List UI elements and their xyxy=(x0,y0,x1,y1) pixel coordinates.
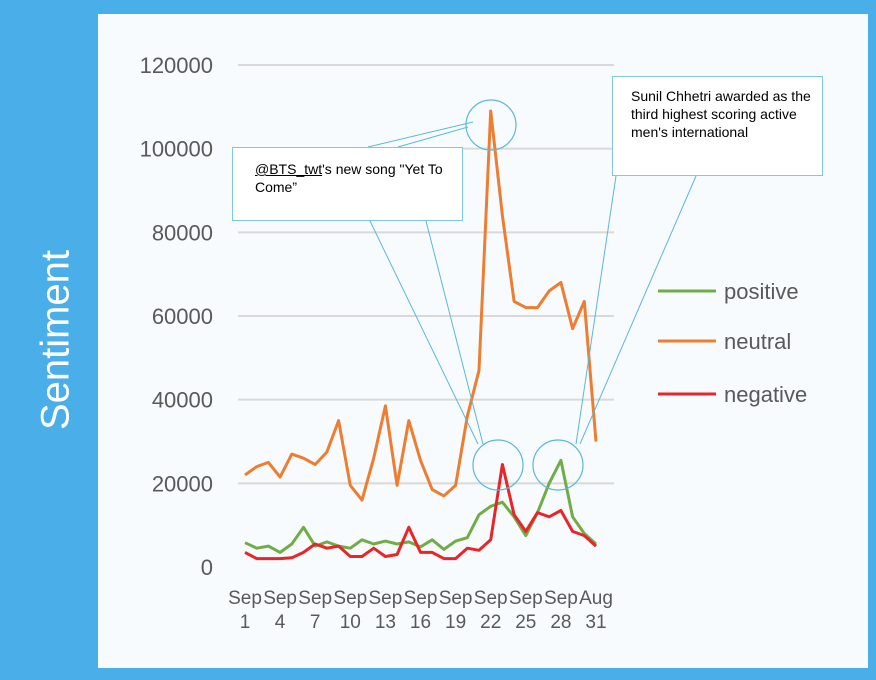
callout-pointer-line xyxy=(579,175,697,445)
x-tick-label-month: Sep xyxy=(368,588,402,609)
callout-pointer-line xyxy=(369,220,479,445)
x-tick-label-month: Aug xyxy=(579,588,613,609)
callout-bts-song: @BTS_twt's new song "Yet To Come” xyxy=(232,147,463,221)
y-tick-label: 40000 xyxy=(152,388,213,413)
legend-label-neutral: neutral xyxy=(724,329,791,354)
annotation-circle-peak xyxy=(465,99,517,151)
x-tick-label-day: 10 xyxy=(340,612,361,633)
x-tick-label-month: Sep xyxy=(544,588,578,609)
y-tick-label: 80000 xyxy=(152,220,213,245)
y-axis-title-band: Sentiment xyxy=(0,0,98,680)
x-tick-label-month: Sep xyxy=(263,588,297,609)
x-tick-label-day: 4 xyxy=(275,612,286,633)
callout-bts-handle: @BTS_twt xyxy=(255,161,323,177)
annotation-circle-sep22 xyxy=(472,439,524,491)
x-tick-label-month: Sep xyxy=(333,588,367,609)
x-tick-label-day: 19 xyxy=(445,612,466,633)
legend-label-negative: negative xyxy=(724,382,807,407)
y-axis-title: Sentiment xyxy=(33,249,78,431)
y-tick-label: 100000 xyxy=(140,137,213,162)
x-tick-label-month: Sep xyxy=(509,588,543,609)
series-line-neutral xyxy=(244,109,598,502)
series-line-positive xyxy=(244,458,598,554)
y-tick-label: 60000 xyxy=(152,304,213,329)
x-tick-label-day: 13 xyxy=(375,612,396,633)
callout-chhetri: Sunil Chhetri awarded as the third highe… xyxy=(612,76,823,176)
callout-pointer-line xyxy=(425,220,484,445)
y-tick-label: 0 xyxy=(201,555,213,580)
legend-label-positive: positive xyxy=(724,279,799,304)
x-tick-label-day: 22 xyxy=(480,612,501,633)
series-line-negative xyxy=(244,463,598,561)
y-tick-label: 20000 xyxy=(152,471,213,496)
x-tick-label-month: Sep xyxy=(474,588,508,609)
callout-bts-text: 's new song "Yet To Come” xyxy=(255,161,443,195)
x-tick-label-day: 28 xyxy=(550,612,571,633)
x-tick-label-month: Sep xyxy=(228,588,262,609)
callout-pointer-line xyxy=(367,121,474,148)
x-tick-label-month: Sep xyxy=(404,588,438,609)
x-tick-label-month: Sep xyxy=(439,588,473,609)
x-tick-label-day: 16 xyxy=(410,612,431,633)
callout-chhetri-text: Sunil Chhetri awarded as the third highe… xyxy=(631,88,811,140)
annotation-circle-sep28 xyxy=(532,439,584,491)
x-tick-label-month: Sep xyxy=(298,588,332,609)
x-tick-label-day: 1 xyxy=(240,612,251,633)
sentiment-line-chart: 0 20000 40000 60000 80000 100000 120000 Sep 1 Se… xyxy=(140,53,808,633)
x-tick-label-day: 7 xyxy=(310,612,321,633)
x-tick-label-day: 25 xyxy=(515,612,536,633)
callout-pointer-line xyxy=(575,175,617,445)
x-tick-label-day: 31 xyxy=(585,612,606,633)
callout-pointer-line xyxy=(397,126,469,148)
y-tick-label: 120000 xyxy=(140,53,213,78)
